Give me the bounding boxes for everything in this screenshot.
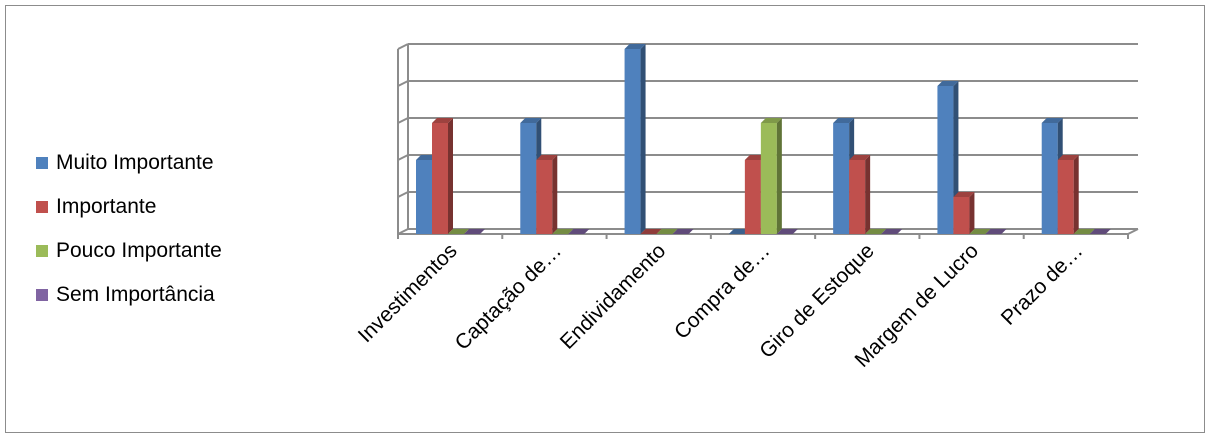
bar-front (520, 123, 537, 234)
bar-zero (985, 229, 1007, 234)
legend-swatch-sem-importancia (36, 289, 48, 301)
bar-top (624, 44, 646, 49)
bar-front (1057, 160, 1074, 234)
bar-front (849, 160, 866, 234)
bar-top (760, 118, 782, 123)
bar-front (432, 123, 448, 234)
bar-front (760, 123, 777, 234)
bar-top (536, 155, 558, 160)
bar-zero (448, 229, 469, 234)
bar-zero (640, 229, 662, 234)
bar-zero (552, 229, 574, 234)
gridline-side (397, 191, 409, 198)
bar-side (552, 155, 558, 234)
x-tick-label: Compra de… (670, 239, 775, 344)
bar-side (448, 118, 453, 234)
x-axis-floor-right (1127, 228, 1139, 235)
legend-swatch-muito-importante (36, 157, 48, 169)
bar-front (536, 160, 553, 234)
legend-swatch-pouco-importante (36, 245, 48, 257)
legend-label-muito-importante: Muito Importante (56, 151, 214, 174)
chart-frame: Muito Importante Importante Pouco Import… (5, 5, 1205, 433)
gridline-side (397, 43, 409, 50)
bar-top (849, 155, 871, 160)
bar-top (432, 118, 453, 123)
bar-zero (672, 229, 694, 234)
bar-top (833, 118, 855, 123)
legend-label-importante: Importante (56, 195, 157, 218)
x-tick-label: Captação de… (451, 239, 566, 354)
bar-side (776, 118, 782, 234)
bar-front (624, 49, 641, 234)
x-tick-label: Giro de Estoque (755, 239, 879, 363)
bar-front (937, 86, 954, 234)
bar-side (1073, 155, 1079, 234)
bar-top (520, 118, 542, 123)
legend-label-pouco-importante: Pouco Importante (56, 239, 222, 262)
gridline-side (397, 117, 409, 124)
bar-zero (568, 229, 590, 234)
bar-zero (776, 229, 798, 234)
bar-top (1041, 118, 1063, 123)
bar-zero (969, 229, 991, 234)
gridline-side (397, 154, 409, 161)
bar-front (416, 160, 432, 234)
bar-side (640, 44, 646, 234)
bar-zero (1073, 229, 1095, 234)
bar-zero (464, 229, 485, 234)
bar-top (744, 155, 766, 160)
bar-front (953, 197, 970, 234)
bar-zero (728, 229, 750, 234)
legend-label-sem-importancia: Sem Importância (56, 283, 215, 306)
bar-front (744, 160, 761, 234)
bar-side (969, 192, 975, 234)
bar-front (1041, 123, 1058, 234)
bar-top (1057, 155, 1079, 160)
bar-side (865, 155, 871, 234)
bar-top (416, 155, 437, 160)
bar-front (833, 123, 850, 234)
gridline-side (397, 80, 409, 87)
x-tick-label: Prazo de… (997, 239, 1088, 330)
x-tick-label: Endividamento (556, 239, 670, 353)
bar-zero (656, 229, 678, 234)
x-tick-label: Investimentos (354, 239, 462, 347)
bar-top (937, 81, 959, 86)
bar-top (953, 192, 975, 197)
legend-swatch-importante (36, 201, 48, 213)
bar-zero (865, 229, 887, 234)
bar-zero (881, 229, 903, 234)
bar-zero (1089, 229, 1111, 234)
